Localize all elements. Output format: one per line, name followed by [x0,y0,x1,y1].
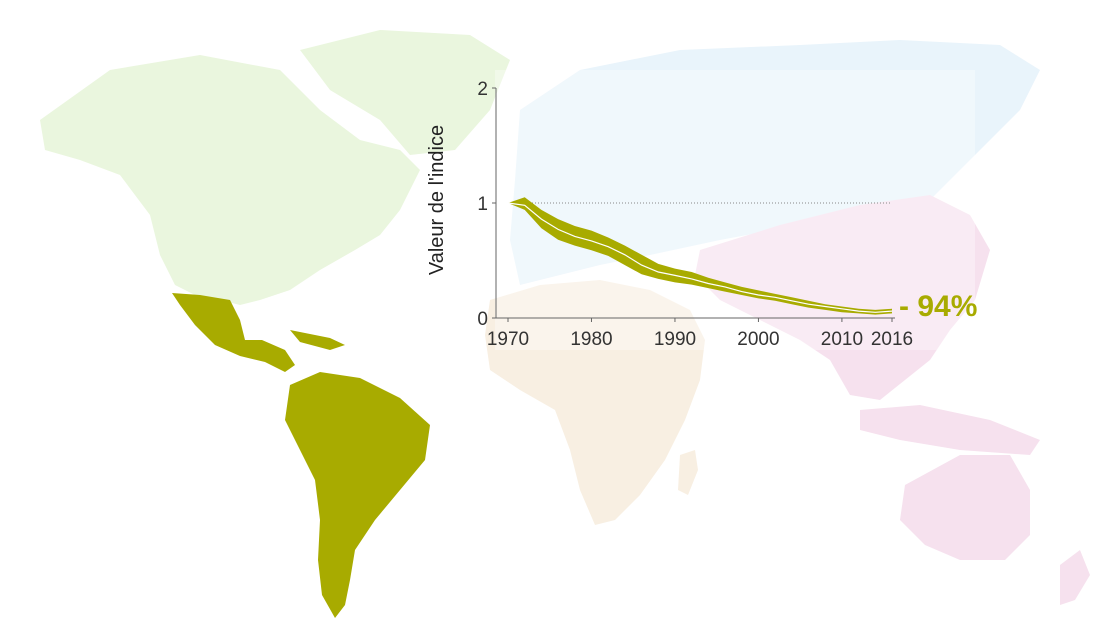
x-tick-label: 1970 [487,329,529,350]
y-tick-label: 0 [477,309,488,330]
y-tick-label: 1 [477,194,488,215]
north-america-region [40,55,420,305]
index-series-line [507,202,893,313]
europe-north-asia-region [510,40,1040,285]
x-tick-label: 2000 [737,329,779,350]
africa-region [485,280,705,525]
new-zealand-region [1060,550,1090,605]
x-tick-group: 1970 1980 1990 2000 2010 2016 [487,318,913,350]
greenland-region [300,30,510,155]
indonesia-region [860,405,1040,455]
madagascar-region [678,450,698,495]
south-america-region [285,372,430,618]
y-tick-group: 0 1 2 [477,79,496,330]
chart-backdrop [495,70,975,350]
mexico-central-america-region [172,293,295,372]
x-tick-label: 2016 [871,329,913,350]
y-axis-label: Valeur de l'indice [426,125,448,275]
y-tick-label: 2 [477,79,488,100]
asia-pacific-region [695,195,990,400]
x-tick-label: 2010 [821,329,863,350]
x-tick-label: 1980 [570,329,612,350]
decline-callout: - 94% [899,290,977,323]
x-tick-label: 1990 [654,329,696,350]
caribbean-region [290,330,345,350]
australia-region [900,455,1030,560]
